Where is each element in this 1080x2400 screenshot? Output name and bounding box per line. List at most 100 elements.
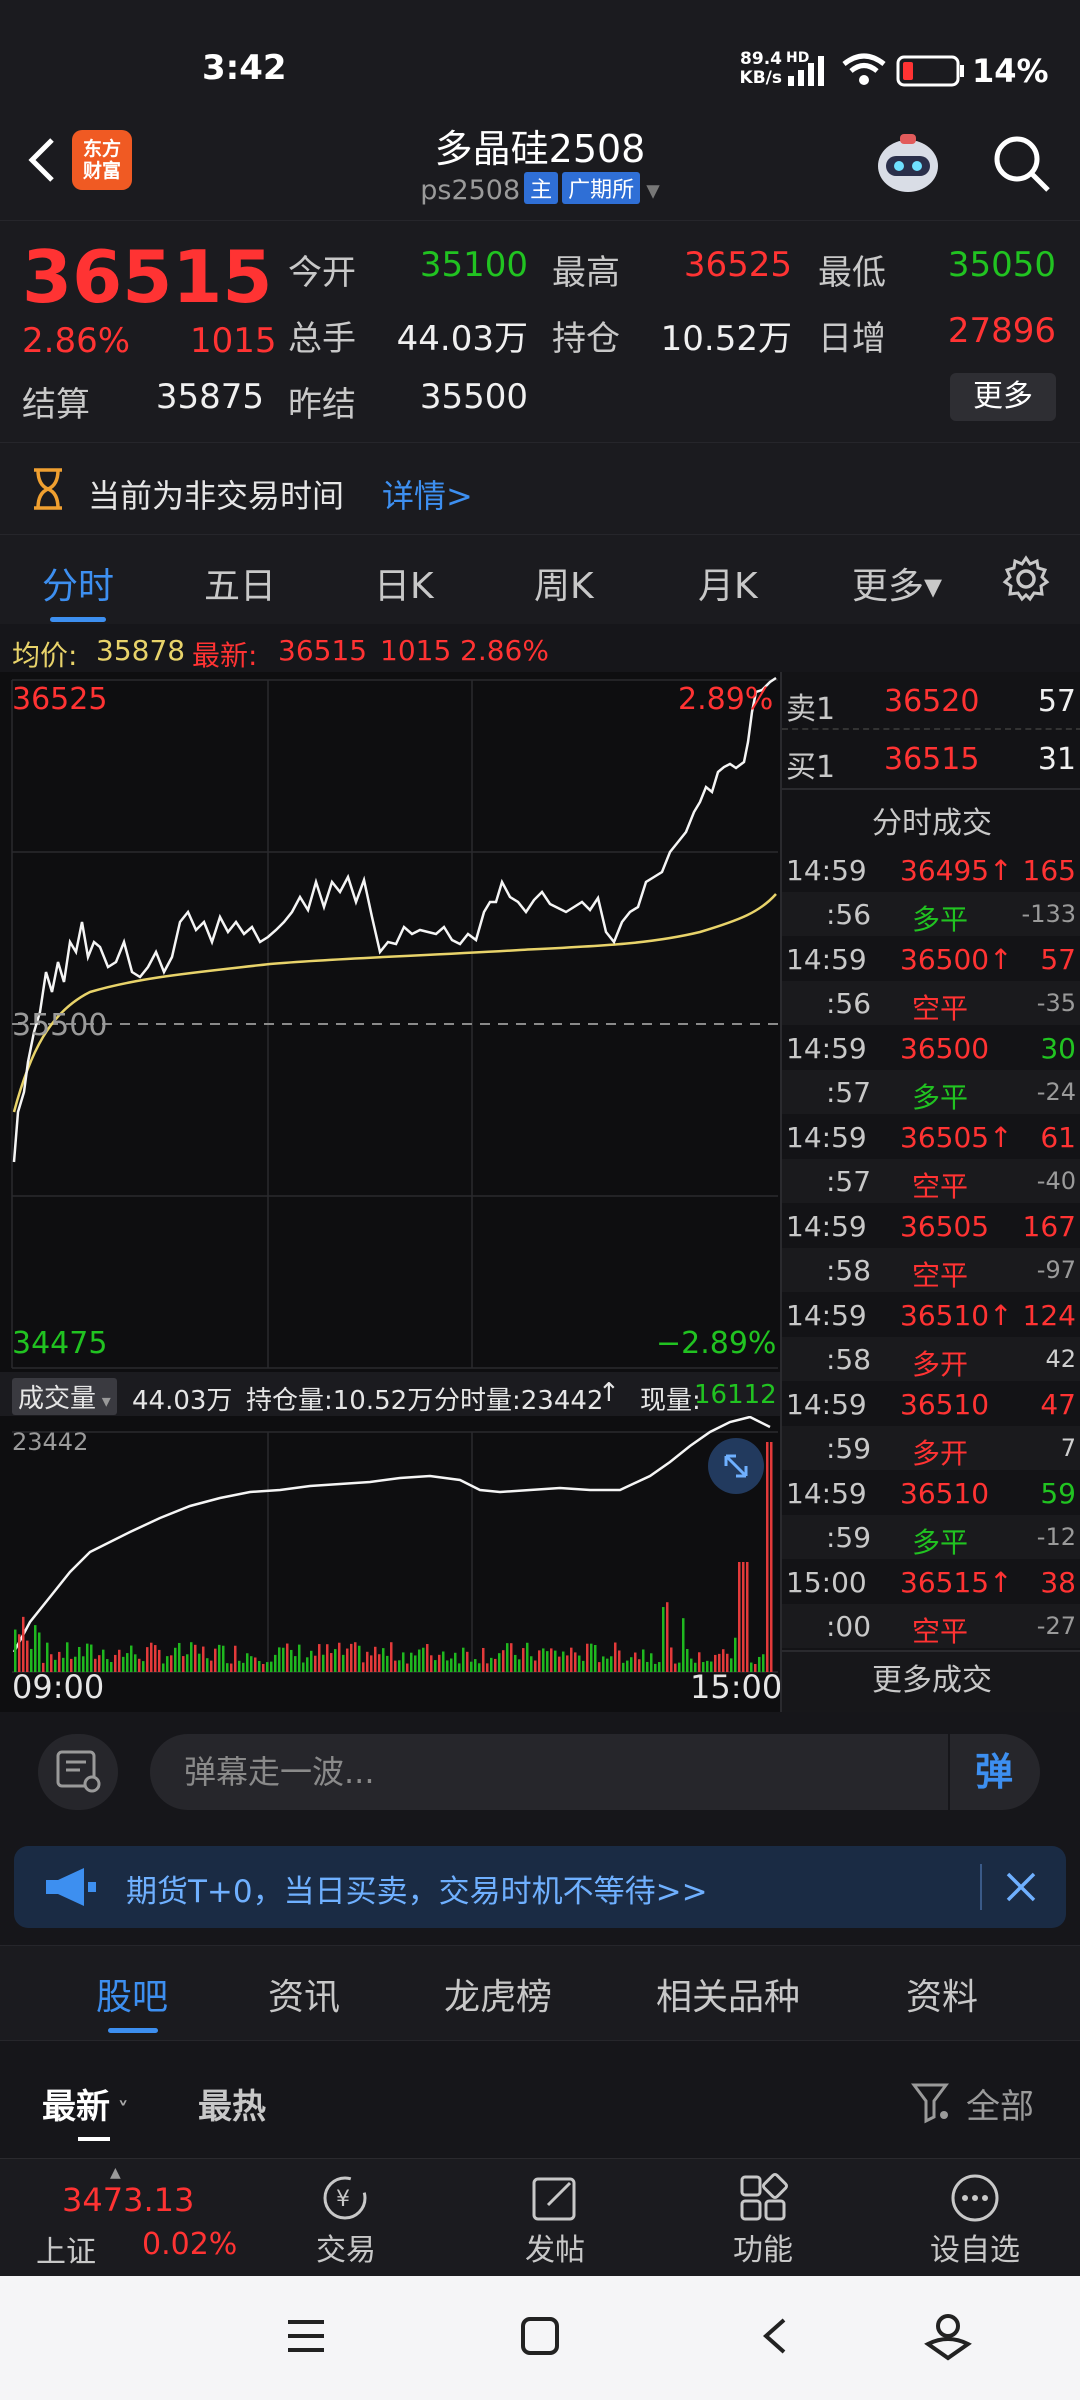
nav-watchlist[interactable]: 设自选	[930, 2233, 1020, 2268]
tab-daily-k[interactable]: 日K	[374, 566, 434, 607]
danmaku-input[interactable]: 弹幕走一波...	[150, 1734, 1040, 1810]
chevron-down-icon[interactable]: ▾	[646, 175, 660, 206]
volume-bar	[14, 1629, 17, 1672]
bid-label: 买1	[786, 750, 836, 785]
tab-forum[interactable]: 股吧	[96, 1977, 169, 2018]
trade-second: :56	[826, 898, 872, 931]
latest-percent: 2.86%	[460, 634, 549, 667]
contract-subtitle: ps2508 主广期所 ▾	[0, 172, 1080, 206]
tab-news[interactable]: 资讯	[268, 1977, 341, 2018]
nav-functions[interactable]: 功能	[733, 2233, 793, 2268]
tab-weekly-k[interactable]: 周K	[534, 566, 594, 607]
volume-bar	[458, 1663, 461, 1672]
trade-type: 多平	[912, 903, 969, 936]
sort-latest[interactable]: 最新 ˅	[42, 2087, 129, 2127]
trade-row: 15:00 36515↑ 38	[782, 1560, 1080, 1604]
expand-chart-button[interactable]	[708, 1438, 764, 1494]
volume-bar	[626, 1660, 629, 1672]
watchlist-icon[interactable]	[948, 2171, 1002, 2225]
volume-bar	[526, 1642, 529, 1672]
trade-volume: 124	[1022, 1299, 1076, 1332]
close-icon[interactable]	[1002, 1868, 1040, 1906]
volume-indicator-dropdown[interactable]: 成交量 ▾	[12, 1378, 117, 1415]
sort-hot[interactable]: 最热	[198, 2087, 266, 2127]
volume-bar	[238, 1660, 241, 1672]
tab-five-day[interactable]: 五日	[204, 566, 277, 607]
volume-bar	[102, 1649, 105, 1672]
home-icon[interactable]	[520, 2316, 560, 2356]
ask-price: 36520	[884, 684, 980, 719]
trade-price: 36505	[900, 1210, 990, 1243]
index-name[interactable]: 上证	[36, 2235, 96, 2270]
volume-bar	[302, 1662, 305, 1672]
average-price-line: 均价: 35878 最新: 36515 1015 2.86%	[0, 628, 1080, 672]
ask-volume: 57	[1037, 684, 1076, 719]
volume-bar	[74, 1656, 77, 1672]
volume-bar	[554, 1650, 557, 1672]
assistant-icon[interactable]	[924, 2310, 972, 2362]
volume-bar	[222, 1645, 225, 1672]
trade-second: :59	[826, 1521, 872, 1554]
more-trades-button[interactable]: 更多成交	[782, 1650, 1080, 1712]
index-value[interactable]: 3473.13	[62, 2181, 195, 2219]
volume-bar	[594, 1644, 597, 1672]
promo-banner[interactable]: 期货T+0，当日买卖，交易时机不等待>>	[14, 1846, 1066, 1928]
volume-bar	[742, 1562, 745, 1672]
volume-bar	[310, 1650, 313, 1672]
volume-bar	[438, 1654, 441, 1672]
notice-details-link[interactable]: 详情>	[382, 477, 473, 515]
more-quote-button[interactable]: 更多	[950, 373, 1056, 421]
intraday-chart[interactable]: 36525 2.89% 35500 34475 −2.89% 成交量 ▾ 44.…	[0, 672, 782, 1712]
volume-bar	[638, 1659, 641, 1672]
volume-bar	[466, 1651, 469, 1672]
volume-bar	[134, 1654, 137, 1672]
trade-type: 空平	[912, 992, 969, 1025]
tab-more[interactable]: 更多▾	[852, 566, 943, 607]
volume-bar	[306, 1657, 309, 1672]
avg-price-label: 均价:	[12, 639, 78, 672]
volume-bar	[334, 1649, 337, 1672]
volume-bar	[666, 1602, 669, 1672]
tab-monthly-k[interactable]: 月K	[698, 566, 758, 607]
volume-bar	[454, 1652, 457, 1672]
menu-icon[interactable]	[286, 2316, 326, 2356]
latest-value: 36515	[278, 634, 368, 667]
danmaku-send-button[interactable]: 弹	[948, 1734, 1038, 1810]
system-back-icon[interactable]	[756, 2316, 796, 2356]
nav-post[interactable]: 发帖	[525, 2233, 585, 2268]
volume-bar	[46, 1642, 49, 1672]
volume-bar	[362, 1662, 365, 1672]
nav-trade[interactable]: 交易	[316, 2233, 376, 2268]
volume-bar	[70, 1658, 73, 1672]
danmaku-toggle-button[interactable]	[38, 1734, 118, 1810]
tab-intraday[interactable]: 分时	[42, 566, 115, 607]
volume-bar	[662, 1607, 665, 1672]
search-icon[interactable]	[990, 132, 1052, 194]
order-book-panel: 卖1 36520 57 买1 36515 31 分时成交 14:59 36495↑…	[780, 672, 1080, 1712]
index-percent[interactable]: 0.02%	[142, 2227, 238, 2262]
tab-related[interactable]: 相关品种	[656, 1977, 801, 2018]
volume-bar	[142, 1661, 145, 1672]
tab-dragon-tiger[interactable]: 龙虎榜	[444, 1977, 553, 2018]
volume-bar	[566, 1655, 569, 1672]
filter-label[interactable]: 全部	[966, 2087, 1034, 2127]
post-icon[interactable]	[528, 2171, 582, 2225]
volume-bar	[558, 1656, 561, 1672]
functions-icon[interactable]	[736, 2171, 790, 2225]
change-percent: 2.86%	[22, 321, 131, 361]
back-icon[interactable]	[20, 130, 70, 190]
trade-time: 14:59	[786, 1299, 867, 1332]
low-value: 35050	[947, 245, 1056, 285]
volume-bar	[82, 1656, 85, 1672]
robot-assistant-icon[interactable]	[870, 128, 946, 200]
settle-value: 35875	[155, 377, 264, 417]
volume-bar	[38, 1632, 41, 1672]
chart-settings-icon[interactable]	[1002, 555, 1050, 603]
volume-bar	[758, 1656, 761, 1672]
settle-label: 结算	[22, 385, 90, 425]
filter-icon[interactable]	[910, 2081, 954, 2125]
volume-bar	[586, 1643, 589, 1672]
trade-icon[interactable]: ¥	[318, 2171, 372, 2225]
trade-type: 多开	[912, 1437, 969, 1470]
tab-profile[interactable]: 资料	[906, 1977, 979, 2018]
